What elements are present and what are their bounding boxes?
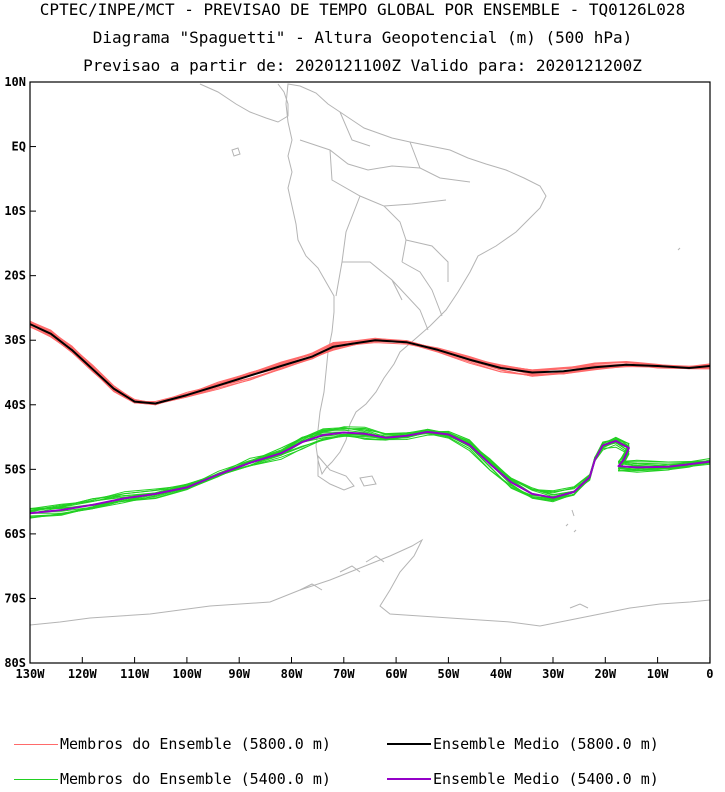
lon-tick-label: 60W (385, 667, 407, 681)
lat-tick-label: 80S (4, 656, 26, 670)
member-contour-5400 (29, 432, 711, 518)
country-borders (299, 111, 471, 331)
mean-contour-5400 (29, 430, 711, 515)
lon-tick-label: 90W (228, 667, 250, 681)
lat-tick-label: 70S (4, 591, 26, 605)
small-islands (231, 147, 681, 533)
legend-mean-5800: Ensemble Medio (5800.0 m) (387, 735, 659, 753)
lon-tick-label: 20W (594, 667, 616, 681)
legend-label-members-5400: Membros do Ensemble (5400.0 m) (60, 770, 331, 788)
legend-line-mean-5800 (387, 743, 431, 745)
title-line-3: Previsao a partir de: 2020121100Z Valido… (83, 56, 642, 75)
lon-tick-label: 130W (16, 667, 46, 681)
title-line-2: Diagrama "Spaguetti" - Altura Geopotenci… (92, 28, 633, 47)
lat-tick-label: EQ (12, 140, 26, 154)
falklands (359, 475, 377, 487)
legend-line-members-5800 (14, 743, 58, 745)
member-contour-5800 (29, 323, 711, 404)
legend-label-members-5800: Membros do Ensemble (5800.0 m) (60, 735, 331, 753)
lat-tick-label: 50S (4, 462, 26, 476)
coastlines (29, 83, 711, 627)
lon-tick-label: 0 (706, 667, 713, 681)
map-frame (29, 81, 711, 664)
lon-tick-label: 40W (490, 667, 512, 681)
lon-tick-label: 10W (647, 667, 669, 681)
lat-tick-label: 20S (4, 269, 26, 283)
legend-members-5400: Membros do Ensemble (5400.0 m) (14, 770, 331, 788)
lon-tick-label: 70W (333, 667, 355, 681)
lat-tick-label: 10N (4, 75, 26, 89)
legend-label-mean-5400: Ensemble Medio (5400.0 m) (433, 770, 659, 788)
legend-label-mean-5800: Ensemble Medio (5800.0 m) (433, 735, 659, 753)
lat-tick-label: 60S (4, 527, 26, 541)
lon-tick-label: 120W (68, 667, 98, 681)
lon-tick-label: 80W (281, 667, 303, 681)
central-america-coast (199, 83, 289, 123)
title-line-1: CPTEC/INPE/MCT - PREVISAO DE TEMPO GLOBA… (39, 0, 686, 19)
tierra-del-fuego (317, 454, 355, 491)
legend: Membros do Ensemble (5800.0 m) Ensemble … (0, 700, 725, 790)
contour-lines (29, 320, 711, 519)
mean-contour-5800 (29, 323, 711, 405)
antarctic-islands (299, 555, 589, 609)
legend-line-mean-5400 (387, 778, 431, 780)
lat-tick-label: 10S (4, 204, 26, 218)
lat-tick-label: 40S (4, 398, 26, 412)
south-america-coast (285, 83, 547, 476)
lon-tick-label: 110W (120, 667, 150, 681)
lat-tick-label: 30S (4, 333, 26, 347)
lon-tick-label: 50W (438, 667, 460, 681)
legend-line-members-5400 (14, 778, 58, 780)
lon-tick-label: 100W (172, 667, 202, 681)
legend-mean-5400: Ensemble Medio (5400.0 m) (387, 770, 659, 788)
antarctica-coast (29, 538, 711, 627)
member-contour-5800 (29, 322, 711, 405)
lon-tick-label: 30W (542, 667, 564, 681)
legend-members-5800: Membros do Ensemble (5800.0 m) (14, 735, 331, 753)
